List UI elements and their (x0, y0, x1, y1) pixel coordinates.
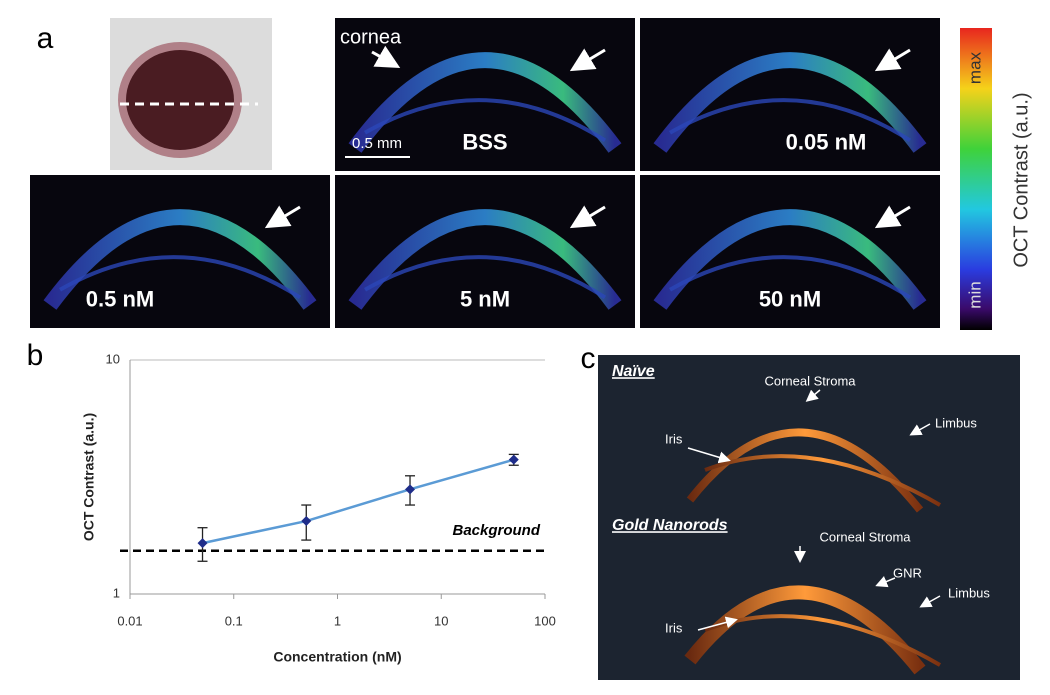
cornea-band (348, 209, 622, 310)
annotation: GNR (893, 565, 922, 580)
lens-band (669, 255, 912, 300)
image-label: 0.05 nM (786, 129, 867, 154)
arrow (875, 576, 896, 588)
x-tick-label: 1 (334, 613, 341, 628)
oct-image (640, 18, 940, 171)
reference-label: Background (452, 522, 540, 539)
arrow (371, 45, 401, 68)
image-label: 0.5 nM (86, 286, 154, 311)
x-tick-label: 0.01 (117, 613, 142, 628)
colorbar-max: max (965, 51, 984, 84)
point (405, 484, 416, 495)
annotation: Corneal Stroma (819, 529, 911, 544)
point (301, 516, 312, 527)
x-tick-label: 100 (534, 613, 556, 628)
cornea-band (684, 585, 926, 675)
series-line (202, 458, 515, 545)
arrow (687, 447, 731, 464)
image-label: BSS (462, 129, 507, 154)
lens-band (364, 98, 607, 143)
panel-label: b (27, 339, 44, 372)
cornea-band (348, 52, 622, 153)
annotation: Iris (665, 431, 683, 446)
arrow (264, 205, 301, 229)
image-label: 5 nM (460, 286, 510, 311)
cornea-band (653, 209, 927, 310)
oct-image (30, 175, 330, 328)
x-tick-label: 10 (434, 613, 448, 628)
x-axis-title: Concentration (nM) (273, 649, 401, 665)
point (508, 454, 519, 465)
arrow (874, 48, 911, 72)
panel-c-image (598, 355, 1020, 680)
y-axis-title: OCT Contrast (a.u.) (81, 413, 97, 541)
colorbar-title: OCT Contrast (a.u.) (1010, 92, 1032, 267)
iris-band (704, 454, 941, 507)
panel-label: c (581, 342, 596, 375)
group-title: Gold Nanorods (612, 517, 728, 534)
arrow (919, 595, 941, 608)
lens-band (669, 98, 912, 143)
image-label: 50 nM (759, 286, 821, 311)
annotation: Limbus (935, 415, 977, 430)
eye-photo (110, 18, 272, 170)
point (197, 538, 208, 549)
x-tick-label: 0.1 (225, 613, 243, 628)
annotation: Corneal Stroma (764, 373, 856, 388)
oct-image (335, 18, 635, 171)
lens-band (364, 255, 607, 300)
arrow (909, 423, 931, 436)
arrow (874, 205, 911, 229)
cornea-label: cornea (340, 26, 402, 48)
arrow (569, 48, 606, 72)
arrow (569, 205, 606, 229)
colorbar (960, 28, 992, 330)
annotation: Limbus (948, 585, 990, 600)
arrow (805, 389, 821, 402)
lens-band (59, 255, 302, 300)
y-tick-label: 1 (113, 585, 120, 600)
group-title: Naïve (612, 363, 655, 380)
cornea-band (686, 428, 924, 513)
annotation: Iris (665, 620, 683, 635)
oct-image (335, 175, 635, 328)
colorbar-min: min (965, 281, 984, 308)
cornea-band (653, 52, 927, 153)
arrow (697, 616, 738, 631)
y-tick-label: 10 (106, 351, 120, 366)
panel-label: a (37, 22, 54, 55)
cornea-band (43, 209, 317, 310)
scale-bar-label: 0.5 mm (352, 135, 402, 152)
oct-image (640, 175, 940, 328)
